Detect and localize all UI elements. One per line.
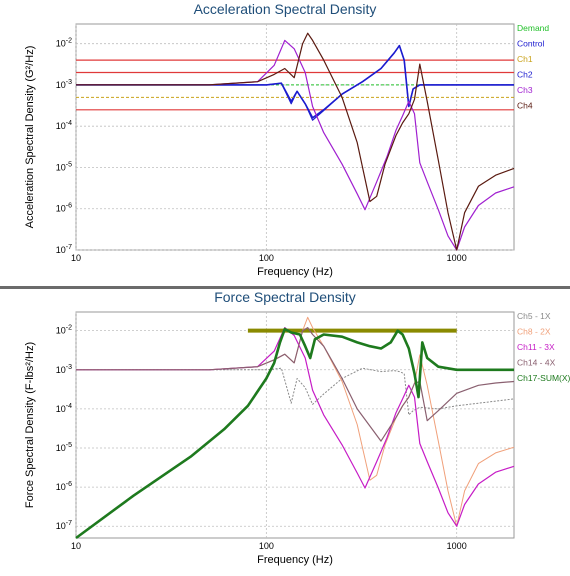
acceleration-chart-panel: Acceleration Spectral Density 10-7 10-6 10… [0,0,570,286]
y-tick-label: 10-4 [56,403,72,414]
chart-title: Acceleration Spectral Density [194,1,377,17]
y-tick-label: 10-2 [56,325,72,336]
legend-entry: Control [517,39,545,49]
y-tick-label: 10-2 [56,38,72,49]
legend-entry: Ch11 - 3X [517,342,555,352]
y-tick-label: 10-7 [56,520,72,531]
legend-entry: Ch14 - 4X [517,358,556,368]
x-tick-label: 1000 [447,541,467,551]
y-axis-label: Acceleration Spectral Density (G²/Hz) [24,46,36,229]
grid [75,24,514,251]
y-tick-label: 10-5 [56,161,72,172]
y-tick-label: 10-3 [56,364,72,375]
grid [75,312,514,538]
x-tick-label: 1000 [447,253,467,263]
x-axis-ticks: 10 100 1000 [71,253,467,263]
legend-entry: Ch5 - 1X [517,311,551,321]
panel-divider [0,286,570,289]
legend: Demand Control Ch1 Ch2 Ch3 Ch4 [517,23,549,111]
force-chart: Force Spectral Density 10-710-610-510-41… [24,290,570,566]
series-group [76,32,515,251]
legend: Ch5 - 1X Ch8 - 2X Ch11 - 3X Ch14 - 4X Ch17-S… [517,311,570,383]
y-tick-label: 10-6 [56,203,72,214]
plot-frame [75,311,515,539]
legend-entry: Ch8 - 2X [517,327,551,337]
series-line-ch5-1x [76,367,515,416]
force-chart-panel: Force Spectral Density 10-7 10-6 10-5 10-4 1… [0,290,570,576]
x-tick-label: 100 [259,253,274,263]
legend-entry: Ch4 [517,101,533,111]
y-axis-ticks: 10-7 10-6 10-5 10-4 10-3 10-2 [56,325,72,532]
x-axis-label: Frequency (Hz) [257,554,333,566]
legend-entry: Ch2 [517,70,533,80]
x-tick-label: 10 [71,253,81,263]
y-tick-label: 10-3 [56,79,72,90]
x-tick-label: 10 [71,541,81,551]
series-line-ch4 [76,32,515,251]
chart-title: Force Spectral Density [214,290,356,305]
series-line-ch8-2x [76,316,515,527]
y-axis-label: Force Spectral Density (F-lbs²/Hz) [24,342,36,508]
x-axis-ticks: 10 100 1000 [71,541,467,551]
series-line-ch17-sum-x [75,327,514,540]
legend-entry: Demand [517,23,549,33]
legend-entry: Ch17-SUM(X) [517,373,570,383]
y-tick-label: 10-6 [56,481,72,492]
y-tick-label: 10-5 [56,442,72,453]
legend-entry: Ch1 [517,54,533,64]
x-axis-label: Frequency (Hz) [257,266,333,278]
series-line-ch14-4x [76,326,515,442]
legend-entry: Ch3 [517,85,533,95]
series-line-ch3 [76,39,515,251]
series-line-control [76,44,514,119]
series-line-ch11-3x [76,326,515,527]
y-tick-label: 10-7 [56,244,72,255]
series-line-ch2 [76,44,514,121]
y-tick-label: 10-4 [56,120,72,131]
series-group [75,316,515,540]
x-tick-label: 100 [259,541,274,551]
y-axis-ticks: 10-7 10-6 10-5 10-4 10-3 10-2 [56,38,72,255]
acceleration-chart: Acceleration Spectral Density 10-710-610… [24,1,549,278]
